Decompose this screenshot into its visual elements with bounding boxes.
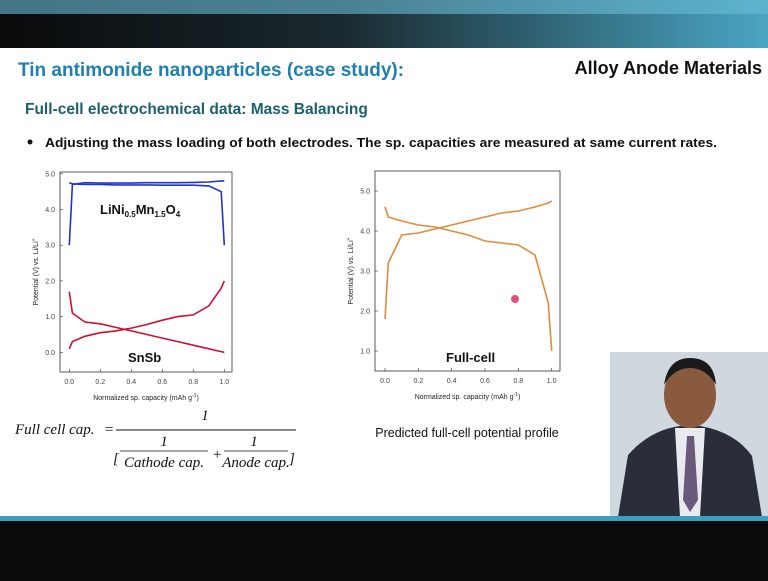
label-part: Mn: [136, 202, 155, 217]
label-part: O: [166, 202, 176, 217]
x-label-part: Normalized sp. capacity (mAh g: [93, 395, 192, 402]
topic: Alloy Anode Materials: [575, 58, 762, 78]
x-tick-label: 0.8: [513, 378, 523, 385]
presenter-video: [610, 352, 768, 517]
top-strip: [0, 0, 768, 14]
y-tick-label: 3.0: [45, 243, 55, 250]
x-tick-label: 0.4: [447, 378, 457, 385]
formula-eq: =: [104, 422, 114, 438]
y-tick-label: 3.0: [360, 269, 370, 276]
bullet-text: Adjusting the mass loading of both elect…: [45, 135, 717, 150]
bottom-band: [0, 521, 768, 581]
formula-one: 1: [160, 434, 168, 450]
y-label-part: +: [31, 238, 37, 241]
x-tick-label: 0.2: [413, 378, 423, 385]
x-label-part: Normalized sp. capacity (mAh g: [415, 394, 514, 401]
x-tick-label: 0.4: [126, 379, 136, 386]
page: { "header": {"title": "Tin antimonide na…: [0, 0, 768, 581]
label-sub: 0.5: [125, 210, 137, 219]
x-tick-label: 0.2: [95, 379, 105, 386]
y-tick-label: 4.0: [45, 207, 55, 214]
y-tick-label: 1.0: [360, 349, 370, 356]
formula-lhs: Full cell cap.: [14, 422, 95, 438]
y-tick-label: 0.0: [45, 350, 55, 357]
label-sub: 1.5: [154, 210, 166, 219]
x-tick-label: 1.0: [547, 378, 557, 385]
x-tick-label: 0.8: [188, 379, 198, 386]
x-axis-label: Normalized sp. capacity (mAh g-1): [415, 392, 521, 401]
bullet-dot: [28, 140, 33, 145]
full-cell-label: Full-cell: [446, 350, 495, 365]
y-tick-label: 1.0: [45, 314, 55, 321]
y-tick-label: 2.0: [45, 278, 55, 285]
x-tick-label: 0.6: [157, 379, 167, 386]
x-tick-label: 0.0: [64, 379, 74, 386]
x-axis-label: Normalized sp. capacity (mAh g-1): [93, 393, 199, 402]
y-label-part: +: [346, 237, 352, 240]
x-tick-label: 0.6: [480, 378, 490, 385]
subtitle: Full-cell electrochemical data: Mass Bal…: [25, 101, 368, 118]
formula-plus: +: [212, 447, 222, 463]
cursor: [511, 295, 519, 303]
y-tick-label: 5.0: [45, 171, 55, 178]
slide: Tin antimonide nanoparticles (case study…: [0, 0, 768, 581]
anode-label: SnSb: [128, 350, 161, 365]
y-tick-label: 2.0: [360, 309, 370, 316]
formula-numerator: 1: [201, 408, 209, 424]
caption: Predicted full-cell potential profile: [375, 426, 558, 440]
x-tick-label: 1.0: [219, 379, 229, 386]
slide-title: Tin antimonide nanoparticles (case study…: [18, 60, 404, 81]
cathode-label: LiNi0.5Mn1.5O4: [100, 202, 181, 219]
formula-one: 1: [250, 434, 258, 450]
y-tick-label: 5.0: [360, 189, 370, 196]
y-label-part: Potential (V) vs. Li/Li: [33, 241, 40, 306]
label-part: LiNi: [100, 202, 125, 217]
x-tick-label: 0.0: [380, 378, 390, 385]
x-label-part: ): [518, 394, 520, 401]
y-label-part: Potential (V) vs. Li/Li: [348, 240, 355, 305]
y-tick-label: 4.0: [360, 229, 370, 236]
y-axis-label: Potential (V) vs. Li/Li+: [346, 237, 355, 304]
y-axis-label: Potential (V) vs. Li/Li+: [31, 238, 40, 305]
formula-anode: Anode cap.: [221, 455, 289, 471]
x-label-part: ): [196, 395, 198, 402]
label-sub: 4: [176, 210, 181, 219]
bracket-close: ]: [288, 451, 295, 467]
bottom-line: [0, 516, 768, 521]
formula-cathode: Cathode cap.: [124, 455, 204, 471]
